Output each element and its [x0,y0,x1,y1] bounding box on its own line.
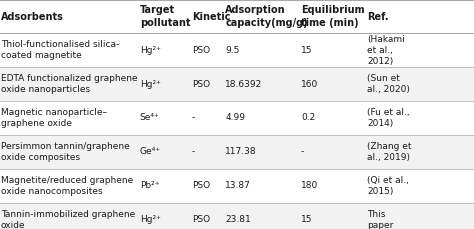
Text: 160: 160 [301,79,318,89]
Text: PSO: PSO [192,79,210,89]
Text: -: - [192,113,195,123]
Text: Target
pollutant: Target pollutant [140,5,191,28]
Bar [0,135,474,169]
Bar [0,101,474,135]
Text: Pb²⁺: Pb²⁺ [140,181,159,190]
Text: Hg²⁺: Hg²⁺ [140,215,161,224]
Text: Magnetic nanoparticle–
graphene oxide: Magnetic nanoparticle– graphene oxide [1,108,107,128]
Text: 117.38: 117.38 [225,147,257,156]
Text: Equilibrium
time (min): Equilibrium time (min) [301,5,365,28]
Text: PSO: PSO [192,215,210,224]
Text: 9.5: 9.5 [225,46,239,55]
Text: This
paper: This paper [367,210,394,229]
Bar [0,67,474,101]
Text: Hg²⁺: Hg²⁺ [140,79,161,89]
Text: Hg²⁺: Hg²⁺ [140,46,161,55]
Text: -: - [192,147,195,156]
Text: 13.87: 13.87 [225,181,251,190]
Text: 18.6392: 18.6392 [225,79,263,89]
Text: Tannin-immobilized graphene
oxide: Tannin-immobilized graphene oxide [1,210,135,229]
Text: Ge⁴⁺: Ge⁴⁺ [140,147,161,156]
Text: (Qi et al.,
2015): (Qi et al., 2015) [367,176,409,196]
Text: 15: 15 [301,46,312,55]
Text: Adsorbents: Adsorbents [1,12,64,22]
Bar [0,33,474,67]
Text: (Zhang et
al., 2019): (Zhang et al., 2019) [367,142,412,162]
Text: Persimmon tannin/graphene
oxide composites: Persimmon tannin/graphene oxide composit… [1,142,130,162]
Bar [0,169,474,203]
Text: 0.2: 0.2 [301,113,315,123]
Text: -: - [301,147,304,156]
Text: Ref.: Ref. [367,12,389,22]
Text: PSO: PSO [192,46,210,55]
Text: EDTA functionalized graphene
oxide nanoparticles: EDTA functionalized graphene oxide nanop… [1,74,137,94]
Text: PSO: PSO [192,181,210,190]
Text: Se⁴⁺: Se⁴⁺ [140,113,160,123]
Text: Kinetic: Kinetic [192,12,230,22]
Text: (Hakami
et al.,
2012): (Hakami et al., 2012) [367,35,405,66]
Text: (Sun et
al., 2020): (Sun et al., 2020) [367,74,410,94]
Text: Magnetite/reduced graphene
oxide nanocomposites: Magnetite/reduced graphene oxide nanocom… [1,176,133,196]
Bar [0,203,474,229]
Text: Adsorption
capacity(mg/g): Adsorption capacity(mg/g) [225,5,308,28]
Text: 23.81: 23.81 [225,215,251,224]
Text: 180: 180 [301,181,318,190]
Text: 15: 15 [301,215,312,224]
Text: 4.99: 4.99 [225,113,245,123]
Text: (Fu et al.,
2014): (Fu et al., 2014) [367,108,410,128]
Text: Thiol-functionalised silica-
coated magnetite: Thiol-functionalised silica- coated magn… [1,40,119,60]
